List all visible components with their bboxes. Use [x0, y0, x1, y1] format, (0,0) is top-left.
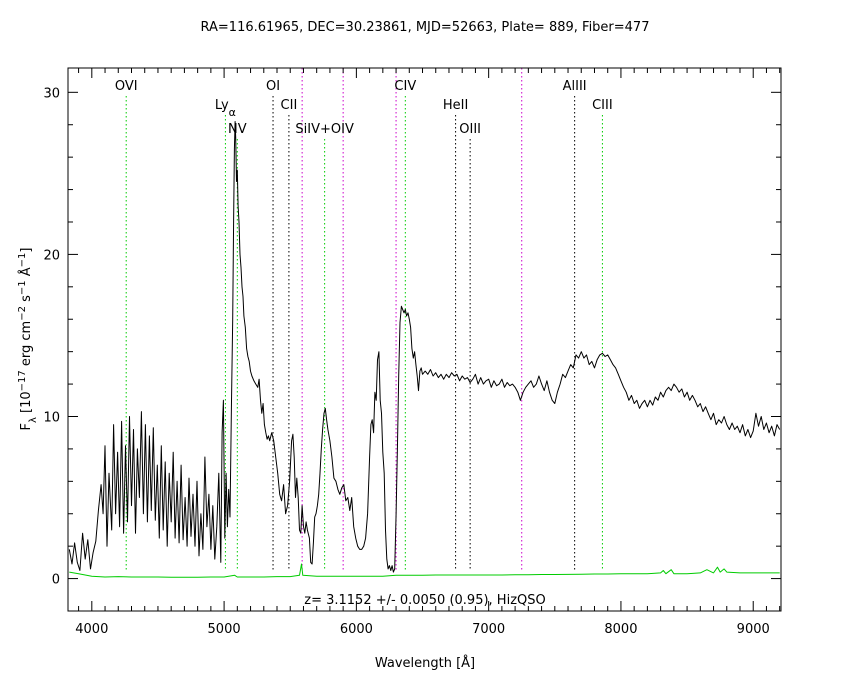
x-tick-label-3: 7000 — [472, 622, 505, 637]
line-marker-label-11: OIII — [459, 122, 481, 137]
line-marker-label-9: CIV — [394, 79, 416, 94]
y-axis-label-b: erg cm — [19, 321, 34, 370]
chart-title: RA=116.61965, DEC=30.23861, MJD=52663, P… — [200, 20, 650, 35]
line-marker-label-2: NV — [228, 122, 247, 137]
x-axis-label: Wavelength [Å] — [375, 655, 475, 671]
axis-tick-labels: 4000 5000 6000 7000 8000 9000 0 10 20 30 — [43, 86, 769, 637]
line-marker-label-14: CIII — [592, 98, 613, 113]
y-axis-label-e: ] — [19, 248, 34, 253]
y-tick-label-1: 10 — [43, 410, 60, 425]
emission-line-labels: OVILyαNVOICIISiIV+OIVCIVHeIIOIIIAlIIICII… — [115, 79, 613, 137]
line-marker-label-13: AlIII — [563, 79, 587, 94]
y-axis-label-sub: λ — [28, 417, 39, 423]
y-axis-label-main: F — [19, 423, 34, 430]
x-tick-label-0: 4000 — [75, 622, 108, 637]
y-axis-label-c: s — [19, 295, 34, 306]
redshift-annotation: z= 3.1152 +/- 0.0050 (0.95), HizQSO — [304, 593, 545, 608]
spectrum-series — [68, 121, 781, 578]
y-tick-label-3: 30 — [43, 86, 60, 101]
y-axis-label-sup3: −1 — [17, 280, 28, 295]
y-axis-label-a: [10 — [19, 391, 34, 417]
x-tick-label-4: 8000 — [604, 622, 637, 637]
line-marker-sublabel-1: α — [229, 106, 236, 119]
x-tick-label-5: 9000 — [737, 622, 770, 637]
y-axis-label-sup1: −17 — [17, 370, 28, 391]
x-tick-label-1: 5000 — [208, 622, 241, 637]
flux-series — [68, 121, 781, 573]
line-marker-label-4: CII — [281, 98, 298, 113]
y-axis-label: Fλ [10−17 erg cm−2 s−1 Å−1] — [17, 248, 39, 431]
y-axis-label-sup4: −1 — [17, 253, 28, 268]
y-tick-label-0: 0 — [52, 573, 60, 588]
plot-frame — [67, 67, 782, 612]
error-series — [69, 563, 780, 578]
y-axis-label-d: Å — [18, 267, 34, 280]
line-marker-label-6: SiIV+OIV — [295, 122, 354, 137]
x-tick-label-2: 6000 — [340, 622, 373, 637]
line-marker-label-10: HeII — [443, 98, 468, 113]
line-marker-label-0: OVI — [115, 79, 138, 94]
y-axis-label-sup2: −2 — [17, 306, 28, 321]
axis-ticks — [68, 68, 781, 612]
line-marker-label-3: OI — [266, 79, 280, 94]
y-tick-label-2: 20 — [43, 248, 60, 263]
